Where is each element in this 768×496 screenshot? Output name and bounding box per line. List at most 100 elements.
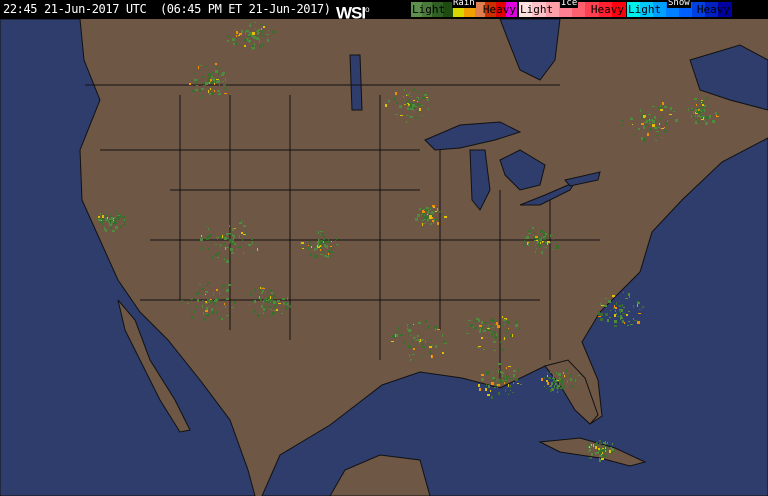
radar-pixel [508,328,509,329]
radar-pixel [416,97,419,98]
radar-pixel [208,82,209,84]
radar-pixel [486,384,487,386]
radar-pixel [116,211,117,213]
radar-pixel [550,234,551,235]
radar-pixel [252,49,253,50]
radar-pixel [533,236,535,239]
radar-pixel [420,339,423,341]
radar-pixel [239,220,241,222]
radar-pixel [489,330,491,332]
radar-pixel [557,389,558,390]
radar-pixel [212,256,213,259]
radar-pixel [544,386,545,387]
radar-pixel [612,295,615,297]
radar-pixel [215,63,217,65]
radar-pixel [712,120,715,123]
radar-pixel [643,115,646,118]
radar-pixel [248,244,251,246]
radar-pixel [212,311,214,314]
radar-pixel [217,73,219,75]
radar-pixel [110,220,113,221]
radar-pixel [267,39,269,42]
radar-pixel [492,372,493,373]
radar-pixel [108,220,109,223]
radar-pixel [200,238,203,241]
radar-pixel [468,320,471,321]
radar-pixel [250,293,252,296]
radar-pixel [623,292,624,293]
radar-pixel [620,315,622,318]
radar-pixel [515,378,518,381]
radar-pixel [418,322,421,324]
radar-pixel [660,105,661,108]
radar-pixel [105,229,107,232]
radar-pixel [110,220,111,221]
legend-title: Rain [452,0,476,8]
radar-pixel [652,120,655,123]
radar-pixel [413,107,416,109]
radar-pixel [518,368,519,371]
radar-pixel [552,378,555,379]
radar-pixel [222,72,225,74]
radar-pixel [417,103,419,106]
radar-pixel [540,238,541,239]
radar-pixel [211,81,214,84]
radar-pixel [588,444,590,446]
radar-pixel [393,97,396,100]
radar-pixel [443,340,445,343]
radar-pixel [213,302,216,303]
radar-pixel [553,375,554,378]
radar-pixel [277,300,280,302]
radar-pixel [324,241,327,243]
radar-pixel [250,35,251,37]
radar-pixel [640,109,641,112]
radar-pixel [423,335,424,336]
radar-pixel [550,372,551,373]
radar-pixel [222,285,225,287]
radar-pixel [615,307,617,309]
radar-pixel [589,445,590,448]
radar-pixel [545,247,547,248]
radar-pixel [607,447,610,448]
radar-pixel [201,235,202,237]
radar-pixel [590,447,592,448]
radar-pixel [515,321,517,324]
radar-pixel [251,244,252,245]
radar-pixel [549,243,550,244]
radar-pixel [691,102,692,103]
legend-swatch [611,2,626,17]
radar-pixel [415,106,417,107]
radar-pixel [254,289,255,292]
radar-pixel [625,298,628,299]
radar-pixel [100,220,103,223]
legend-heavy: Heavy [696,3,730,16]
radar-pixel [661,128,664,129]
radar-pixel [320,254,323,255]
radar-pixel [600,450,601,453]
radar-pixel [207,299,209,301]
radar-pixel [437,212,440,213]
radar-pixel [413,108,414,111]
radar-pixel [413,337,416,338]
radar-pixel [409,92,410,94]
legend-swatch [411,2,423,17]
radar-pixel [275,303,277,306]
radar-pixel [428,219,429,221]
lake-michigan [469,149,491,211]
radar-pixel [256,31,257,32]
radar-pixel [622,120,624,122]
radar-pixel [317,241,318,242]
radar-pixel [311,246,312,248]
radar-pixel [273,300,276,301]
radar-pixel [261,30,263,33]
radar-pixel [191,316,193,319]
radar-pixel [598,444,599,445]
radar-pixel [388,100,390,102]
radar-pixel [506,329,507,332]
legend-title: Snow [667,0,691,8]
radar-pixel [494,331,496,334]
radar-pixel [420,357,422,358]
radar-pixel [270,299,273,301]
radar-pixel [641,309,642,310]
radar-pixel [545,233,547,235]
